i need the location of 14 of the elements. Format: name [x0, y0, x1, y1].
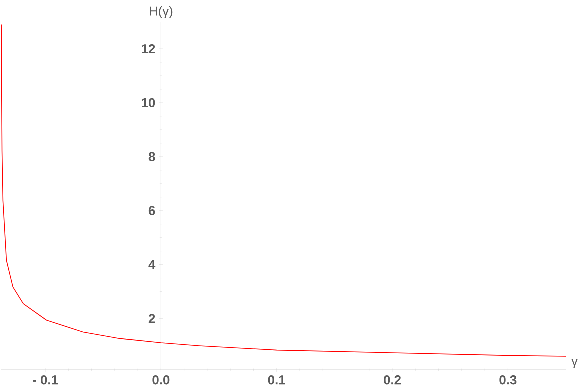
x-tick-label: 0.3 — [500, 376, 517, 385]
y-tick-label: 8 — [148, 152, 156, 162]
x-tick-label: - 0.1 — [33, 376, 58, 385]
y-axis-title: H(γ) — [150, 6, 173, 18]
y-tick-label: 6 — [148, 206, 156, 216]
x-tick-label: 0.2 — [384, 376, 401, 385]
y-tick-label: 4 — [148, 260, 156, 270]
line-series — [1, 24, 566, 357]
x-tick-label: 0.1 — [268, 376, 286, 385]
x-axis-title: γ — [572, 358, 578, 368]
y-tick-label: 12 — [142, 44, 156, 54]
y-tick-label: 2 — [148, 314, 156, 324]
y-tick-label: 10 — [142, 98, 156, 108]
x-tick-label: 0.0 — [152, 376, 170, 385]
